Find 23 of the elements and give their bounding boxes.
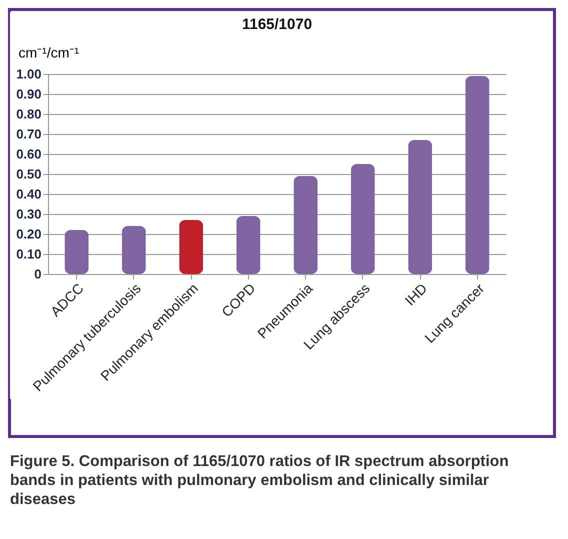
bar (465, 76, 490, 274)
y-tick-label: 0.60 (16, 146, 42, 162)
bar (122, 226, 146, 274)
bar (350, 164, 375, 274)
chart-title: 1165/1070 (242, 16, 312, 33)
bar (408, 140, 432, 274)
y-tick-label: 0 (34, 266, 42, 282)
y-axis-title: cm⁻¹/cm⁻¹ (18, 44, 80, 60)
bar (179, 220, 204, 274)
y-tick-label: 0.80 (16, 106, 42, 122)
y-tick-label: 0.30 (16, 206, 42, 222)
y-tick-label: 1.00 (16, 66, 42, 82)
y-tick-label: 0.20 (16, 226, 42, 242)
bar (64, 230, 89, 274)
y-tick-label: 0.70 (16, 126, 42, 142)
x-tick-label: IHD (402, 280, 430, 308)
y-tick-label: 0.50 (16, 166, 42, 182)
y-tick-label: 0.10 (16, 246, 42, 262)
bar (236, 216, 260, 274)
y-tick-label: 0.90 (16, 86, 42, 102)
y-tick-label: 0.40 (16, 186, 42, 202)
bar (294, 176, 318, 274)
caption: Figure 5. Comparison of 1165/1070 ratios of IR spectrum absorption bands in patients with pulmonary embolism and clinically similar diseases (10, 452, 510, 509)
